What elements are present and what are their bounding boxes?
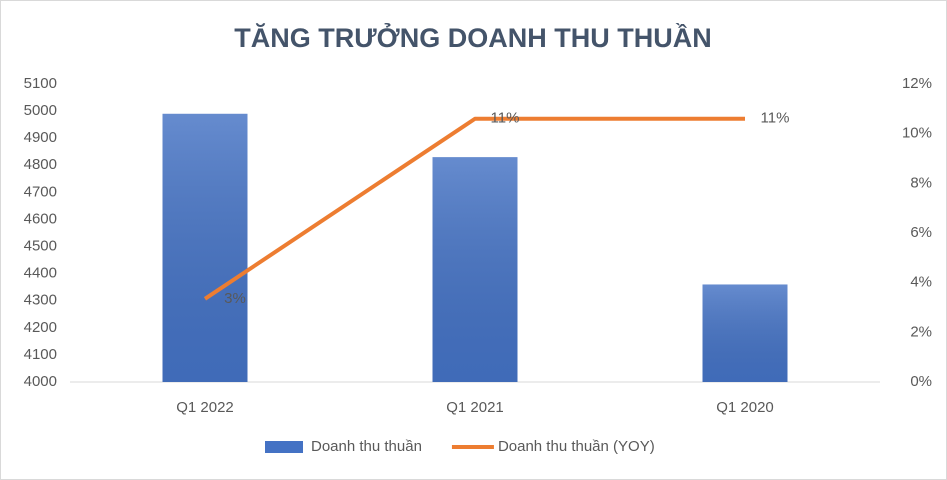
bar-shade [432, 157, 518, 382]
bar-shade [702, 284, 788, 382]
y-tick-label: 4700 [24, 183, 57, 200]
y-tick-label: 5000 [24, 102, 57, 119]
legend-label: Doanh thu thuần (YOY) [498, 438, 655, 455]
legend-swatch [265, 441, 303, 453]
y-tick-label: 4900 [24, 129, 57, 146]
y-tick-label: 4100 [24, 346, 57, 363]
data-label: 11% [761, 110, 790, 127]
y2-tick-label: 2% [910, 323, 932, 340]
data-label: 11% [491, 110, 520, 127]
y-tick-label: 5100 [24, 75, 57, 92]
bar-shade [162, 113, 248, 383]
x-tick-label: Q1 2021 [446, 399, 504, 416]
line [203, 116, 745, 301]
chart-title: TĂNG TRƯỞNG DOANH THU THUẦN [234, 21, 711, 53]
x-tick-label: Q1 2020 [716, 399, 774, 416]
y2-tick-label: 0% [910, 373, 932, 390]
y-tick-label: 4300 [24, 292, 57, 309]
y2-tick-label: 8% [910, 174, 932, 191]
y-tick-label: 4800 [24, 156, 57, 173]
y-tick-label: 4400 [24, 265, 57, 282]
y2-tick-label: 10% [902, 125, 932, 142]
y-tick-label: 4500 [24, 238, 57, 255]
data-label: 3% [224, 290, 246, 307]
x-tick-label: Q1 2022 [176, 399, 234, 416]
y2-tick-label: 12% [902, 75, 932, 92]
legend-label: Doanh thu thuần [311, 438, 422, 455]
y-tick-label: 4200 [24, 319, 57, 336]
y2-tick-label: 4% [910, 274, 932, 291]
y-tick-label: 4000 [24, 373, 57, 390]
y-tick-label: 4600 [24, 210, 57, 227]
y2-tick-label: 6% [910, 224, 932, 241]
